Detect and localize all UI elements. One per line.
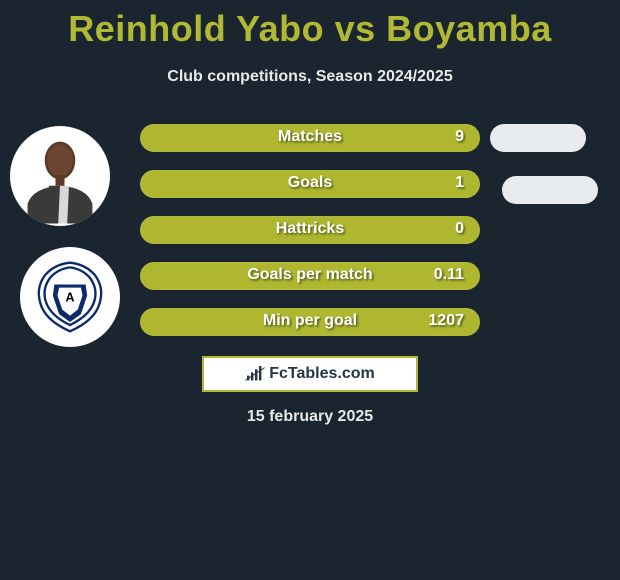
- stat-value: 9: [455, 128, 464, 146]
- stat-label: Matches: [142, 128, 478, 146]
- player-avatar-left: [10, 126, 110, 226]
- stat-value: 1207: [428, 312, 464, 330]
- svg-text:A: A: [65, 291, 74, 305]
- stat-label: Goals per match: [142, 266, 478, 284]
- stat-label: Goals: [142, 174, 478, 192]
- stat-bar: Matches 9: [140, 124, 480, 152]
- attribution-text: FcTables.com: [269, 365, 375, 383]
- subtitle: Club competitions, Season 2024/2025: [0, 68, 620, 86]
- club-crest-icon: A: [31, 258, 109, 336]
- stat-bar: Goals per match 0.11: [140, 262, 480, 290]
- stat-value: 0.11: [434, 266, 464, 284]
- attribution-badge: FcTables.com: [202, 356, 418, 392]
- stats-bar-group: Matches 9 Goals 1 Hattricks 0 Goals per …: [140, 124, 480, 354]
- comparison-pill: [490, 124, 586, 152]
- stat-value: 0: [455, 220, 464, 238]
- stat-bar: Hattricks 0: [140, 216, 480, 244]
- stat-value: 1: [455, 174, 464, 192]
- comparison-pill: [502, 176, 598, 204]
- person-icon: [15, 131, 105, 226]
- club-badge-left: A: [20, 247, 120, 347]
- stat-label: Hattricks: [142, 220, 478, 238]
- stat-bar: Goals 1: [140, 170, 480, 198]
- page-title: Reinhold Yabo vs Boyamba: [0, 0, 620, 50]
- bar-chart-icon: [245, 366, 265, 382]
- date-text: 15 february 2025: [0, 408, 620, 426]
- stat-bar: Min per goal 1207: [140, 308, 480, 336]
